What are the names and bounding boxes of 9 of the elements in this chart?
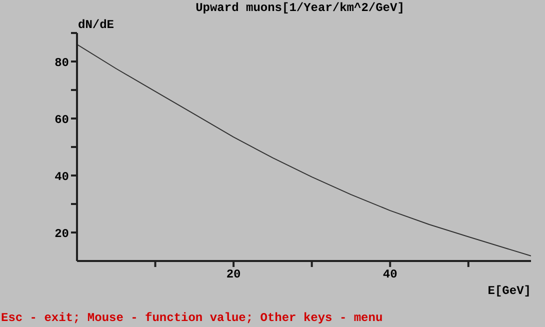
y-tick-label: 80 (54, 56, 69, 70)
text: Esc - exit; Mouse - function value; Other keys - menu (1, 311, 383, 325)
y-tick-label: 60 (54, 112, 69, 127)
chart-title: Upward muons[1/Year/km^2/GeV] (194, 1, 406, 15)
x-axis-title: E[GeV] (488, 284, 531, 298)
y-tick-label: 40 (54, 170, 69, 184)
line-series (77, 44, 531, 256)
y-tick-label: 20 (54, 226, 69, 241)
y-axis-title: dN/dE (78, 18, 114, 32)
